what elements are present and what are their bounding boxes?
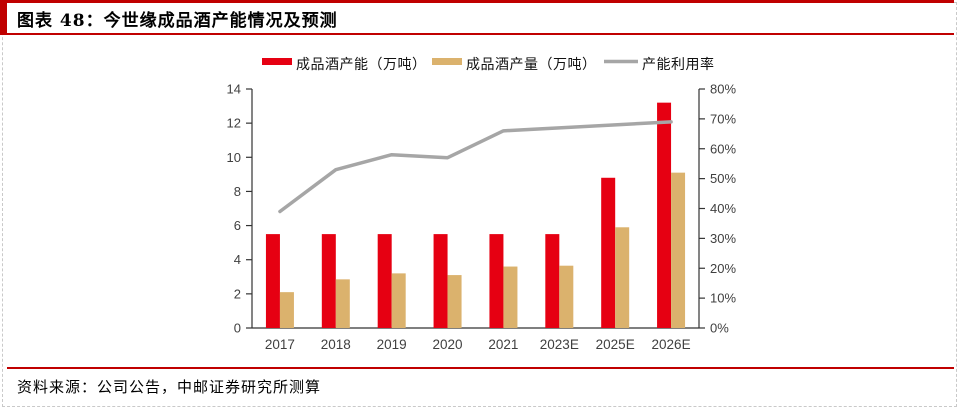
x-axis-label: 2023E <box>540 337 579 352</box>
x-axis-label: 2019 <box>377 337 407 352</box>
capacity-bar-2023E <box>545 234 560 328</box>
x-axis-label: 2017 <box>265 337 295 352</box>
right-axis-label: 80% <box>710 82 736 97</box>
right-axis-label: 10% <box>710 291 736 306</box>
production-bar-2023E <box>559 265 574 328</box>
production-bar-2019 <box>391 273 406 328</box>
footer-rule <box>7 367 954 369</box>
x-axis-label: 2026E <box>652 337 691 352</box>
legend-utilization-label: 产能利用率 <box>642 56 715 73</box>
legend-capacity-swatch <box>262 58 292 65</box>
left-axis-label: 2 <box>234 286 241 301</box>
legend-production-label: 成品酒产量（万吨） <box>466 57 597 73</box>
source-note: 资料来源：公司公告，中邮证券研究所测算 <box>17 378 322 396</box>
figure-title: 图表 48：今世缘成品酒产能情况及预测 <box>17 11 338 31</box>
left-axis-label: 6 <box>234 218 241 233</box>
left-axis-label: 0 <box>234 321 241 336</box>
x-axis-label: 2025E <box>596 337 635 352</box>
left-axis-label: 4 <box>234 252 241 267</box>
right-axis-label: 50% <box>710 171 736 186</box>
capacity-bar-2019 <box>377 234 392 328</box>
capacity-bar-2021 <box>489 234 504 328</box>
production-bar-2025E <box>615 227 630 328</box>
production-bar-2021 <box>503 266 518 328</box>
production-bar-2020 <box>447 275 462 328</box>
title-accent-block <box>0 0 7 35</box>
right-axis-label: 0% <box>710 321 729 336</box>
right-axis-label: 30% <box>710 231 736 246</box>
x-axis-label: 2020 <box>433 337 463 352</box>
left-axis-label: 14 <box>227 82 241 97</box>
left-axis-label: 12 <box>227 116 241 131</box>
capacity-bar-2017 <box>265 234 280 328</box>
capacity-bar-2020 <box>433 234 448 328</box>
production-bar-2017 <box>279 292 294 328</box>
legend-production-swatch <box>432 58 462 65</box>
title-underline-rule <box>7 33 954 35</box>
capacity-bar-2026E <box>657 102 672 329</box>
x-axis-label: 2021 <box>488 337 518 352</box>
right-axis-label: 70% <box>710 111 736 126</box>
left-axis-label: 8 <box>234 184 241 199</box>
right-axis-label: 60% <box>710 141 736 156</box>
capacity-bar-2025E <box>601 177 616 328</box>
right-axis-label: 20% <box>710 261 736 276</box>
capacity-bar-2018 <box>321 234 336 328</box>
production-bar-2018 <box>335 279 350 328</box>
utilization-line <box>278 120 673 214</box>
production-bar-2026E <box>671 172 686 328</box>
legend-capacity-label: 成品酒产能（万吨） <box>296 57 427 73</box>
top-accent-rule <box>7 0 954 3</box>
right-axis-label: 40% <box>710 201 736 216</box>
left-axis-label: 10 <box>227 150 241 165</box>
x-axis-label: 2018 <box>321 337 351 352</box>
